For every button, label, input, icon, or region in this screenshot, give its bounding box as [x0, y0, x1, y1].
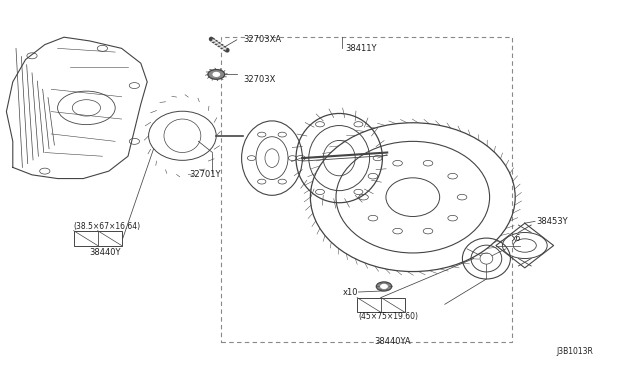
Bar [74, 231, 122, 246]
Text: 32703XA: 32703XA [243, 35, 282, 44]
Text: J3B1013R: J3B1013R [557, 347, 594, 356]
Bar [221, 37, 512, 342]
Text: 38440YA: 38440YA [374, 337, 411, 346]
Text: (45×75×19.60): (45×75×19.60) [358, 312, 419, 321]
Text: x6: x6 [512, 234, 522, 243]
Circle shape [376, 282, 392, 291]
Text: 38440Y: 38440Y [90, 248, 121, 257]
Text: 32701Y: 32701Y [189, 170, 220, 179]
Circle shape [208, 70, 225, 79]
Circle shape [381, 285, 387, 288]
Text: x10: x10 [342, 288, 358, 296]
Circle shape [213, 73, 220, 76]
Text: 32703X: 32703X [243, 76, 276, 84]
Text: 38453Y: 38453Y [536, 217, 568, 226]
Text: (38.5×67×16.64): (38.5×67×16.64) [74, 222, 141, 231]
Bar [357, 298, 405, 312]
Text: 38411Y: 38411Y [346, 44, 377, 53]
